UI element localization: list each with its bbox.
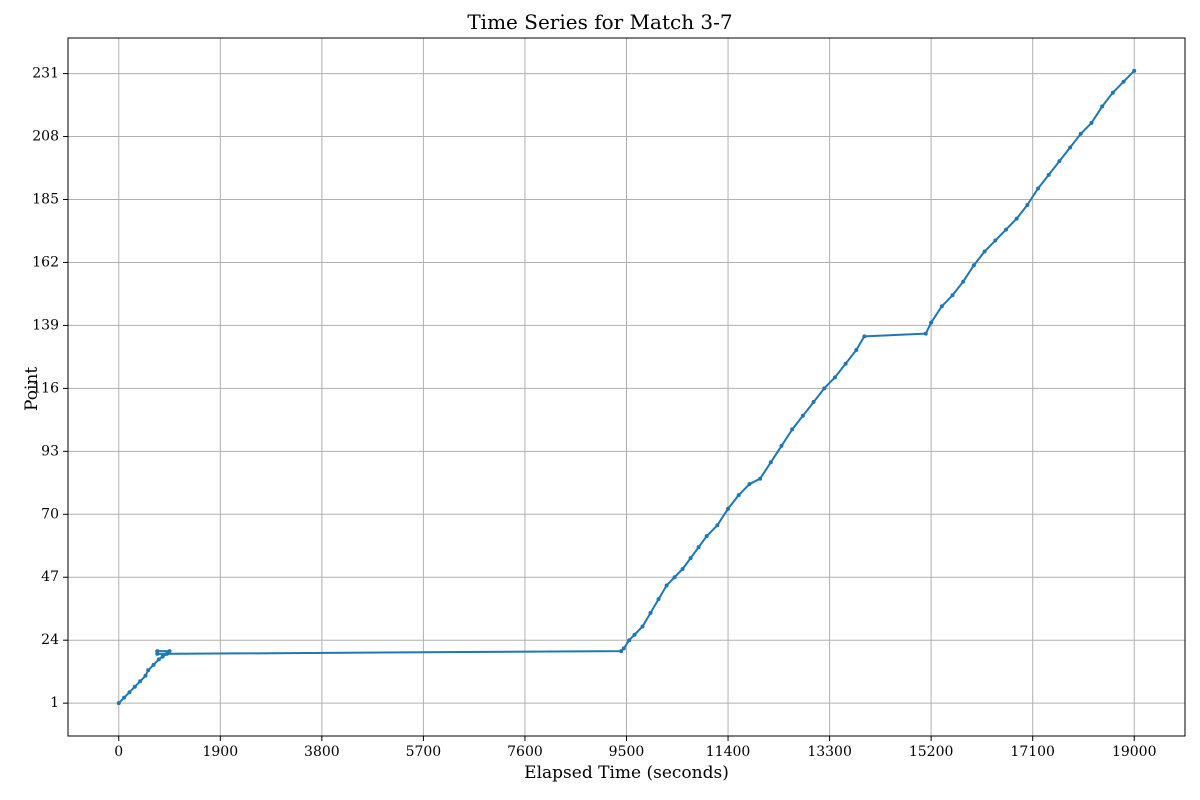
data-point: [167, 649, 172, 654]
plot-frame: [67, 37, 1186, 737]
data-point: [939, 304, 944, 309]
data-point: [648, 610, 653, 615]
data-point: [1046, 172, 1051, 177]
x-tick-label: 7600: [507, 744, 543, 760]
data-point: [155, 651, 160, 656]
data-point: [155, 649, 160, 654]
data-point: [1036, 186, 1041, 191]
x-tick-label: 13300: [807, 744, 852, 760]
data-point: [982, 249, 987, 254]
data-point: [143, 673, 148, 678]
data-point: [688, 556, 693, 561]
y-tick-label: 70: [41, 506, 59, 522]
data-point: [116, 701, 121, 706]
data-point: [843, 361, 848, 366]
tick-layer: 0 1900 3800 5700 7600 9500 11400 13300 15200 1710…: [32, 66, 1156, 760]
data-point: [621, 646, 626, 651]
data-point: [768, 460, 773, 465]
data-point: [790, 427, 795, 432]
data-point: [160, 654, 165, 659]
data-point: [680, 567, 685, 572]
y-tick-label: 24: [41, 632, 59, 648]
data-point: [619, 649, 624, 654]
data-point: [164, 651, 169, 656]
y-tick-label: 139: [32, 317, 59, 333]
data-point: [929, 320, 934, 325]
data-point: [696, 545, 701, 550]
x-tick-label: 5700: [406, 744, 442, 760]
data-point: [779, 443, 784, 448]
data-point: [146, 668, 151, 673]
y-tick-label: 116: [32, 380, 59, 396]
data-point: [832, 375, 837, 380]
data-point: [1078, 131, 1083, 136]
data-point: [736, 493, 741, 498]
data-point: [950, 293, 955, 298]
data-point: [1089, 120, 1094, 125]
data-point: [122, 695, 127, 700]
data-point: [747, 482, 752, 487]
data-point: [672, 575, 677, 580]
data-point: [971, 263, 976, 268]
data-point: [862, 334, 867, 339]
data-point: [726, 506, 731, 511]
data-point: [640, 624, 645, 629]
data-point: [1100, 104, 1105, 109]
y-tick-label: 208: [32, 129, 59, 145]
data-point: [1057, 159, 1062, 164]
data-point: [138, 679, 143, 684]
y-tick-label: 1: [50, 695, 59, 711]
y-tick-label: 47: [41, 569, 59, 585]
x-tick-label: 15200: [909, 744, 954, 760]
x-tick-label: 17100: [1010, 744, 1055, 760]
x-tick-label: 1900: [202, 744, 238, 760]
y-tick-label: 231: [32, 66, 59, 82]
data-point: [1110, 90, 1115, 95]
data-point: [961, 279, 966, 284]
x-tick-label: 19000: [1112, 744, 1157, 760]
x-tick-label: 3800: [304, 744, 340, 760]
data-point: [923, 331, 928, 336]
x-tick-label: 11400: [706, 744, 751, 760]
data-point: [715, 523, 720, 528]
x-tick-label: 0: [114, 744, 123, 760]
data-point: [822, 386, 827, 391]
data-point: [758, 476, 763, 481]
grid-layer: [68, 38, 1185, 736]
data-point: [656, 597, 661, 602]
data-point: [811, 400, 816, 405]
x-axis-label: Elapsed Time (seconds): [524, 763, 729, 783]
data-point: [132, 684, 137, 689]
data-point: [854, 348, 859, 353]
data-point: [1014, 216, 1019, 221]
y-tick-label: 162: [32, 254, 59, 270]
data-point: [127, 690, 132, 695]
data-point: [151, 662, 156, 667]
chart-title: Time Series for Match 3-7: [467, 10, 733, 34]
data-point: [1132, 68, 1137, 73]
data-point: [156, 657, 161, 662]
data-point: [1003, 227, 1008, 232]
data-point: [993, 238, 998, 243]
series-layer: [116, 68, 1137, 706]
data-point: [1068, 145, 1073, 150]
data-point: [664, 583, 669, 588]
y-tick-label: 185: [32, 191, 59, 207]
data-point: [632, 632, 637, 637]
data-point: [627, 638, 632, 643]
data-point: [1121, 79, 1126, 84]
data-point: [704, 534, 709, 539]
data-point: [800, 413, 805, 418]
data-point: [1025, 202, 1030, 207]
x-tick-label: 9500: [609, 744, 645, 760]
y-tick-label: 93: [41, 443, 59, 459]
